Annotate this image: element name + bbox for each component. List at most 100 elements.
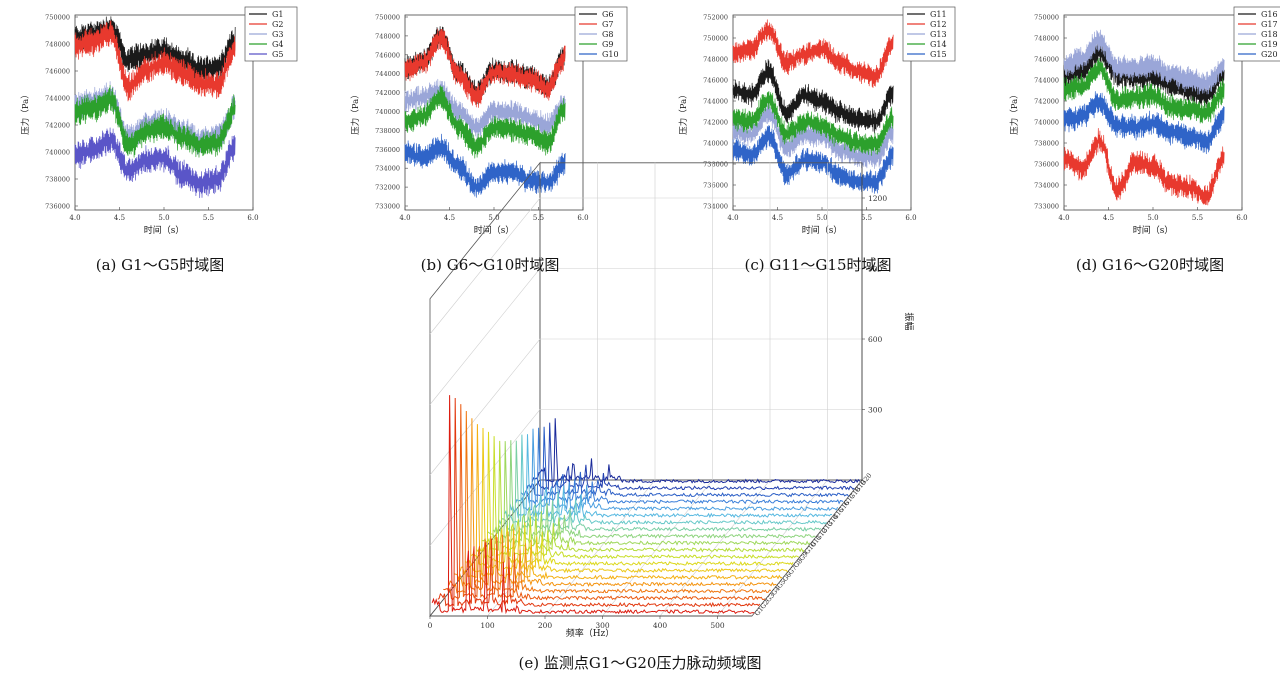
y-tick-label: 740000 <box>375 108 400 116</box>
legend-label-G2: G2 <box>272 20 283 29</box>
spectrum-G7 <box>465 427 788 574</box>
x-tick-label: 500 <box>710 621 725 630</box>
series-line-G18 <box>1063 29 1225 95</box>
series-line-G15 <box>732 125 894 194</box>
spectrum-G16 <box>515 428 839 512</box>
legend-label-G1: G1 <box>272 10 283 19</box>
y-tick-label: 748000 <box>1034 35 1059 43</box>
x-tick-label: 4.0 <box>69 214 80 222</box>
spectrum-G9 <box>476 436 799 560</box>
spectrum-G17 <box>520 427 844 505</box>
series-line-G1 <box>74 16 236 85</box>
x-axis-label: 时间（s） <box>802 224 843 236</box>
y-tick-label: 744000 <box>1034 77 1059 85</box>
x-tick-label: 200 <box>538 621 553 630</box>
legend-label-G12: G12 <box>930 20 947 29</box>
series-line-G11 <box>732 59 894 134</box>
legend-label-G6: G6 <box>602 10 613 19</box>
y-tick-label: 744000 <box>703 98 728 106</box>
grid-line <box>429 268 862 405</box>
spectrum-G18 <box>526 426 850 498</box>
x-tick-label: 6.0 <box>905 214 916 222</box>
y-tick-label: 740000 <box>45 149 70 157</box>
z-tick-label: 900 <box>868 265 883 274</box>
caption-a: (a) G1～G5时域图 <box>95 256 225 274</box>
caption-b: (b) G6～G10时域图 <box>420 256 560 274</box>
y-axis-label: 压力（Pa） <box>350 90 361 134</box>
y-tick-label: 742000 <box>703 119 728 127</box>
spectrum-G19 <box>531 422 855 491</box>
legend-label-G11: G11 <box>930 10 947 19</box>
y-tick-label: 733000 <box>375 203 400 211</box>
series-line-G5 <box>74 127 236 199</box>
x-tick-label: 6.0 <box>577 214 588 222</box>
y-axis-label: 压力（Pa） <box>678 90 689 134</box>
time-domain-panel-b: 750000 748000 746000 744000 742000 740000 7380… <box>350 6 628 236</box>
series-line-G14 <box>732 91 894 156</box>
caption-d: (d) G16～G20时域图 <box>1075 256 1225 274</box>
y-tick-label: 738000 <box>45 176 70 184</box>
legend-label-G15: G15 <box>930 50 947 59</box>
x-axis-label: 时间（s） <box>1133 224 1174 236</box>
time-domain-panel-c: 752000 750000 748000 746000 744000 742000 7400… <box>678 6 956 236</box>
y-tick-label: 748000 <box>703 56 728 64</box>
y-tick-label: 736000 <box>45 203 70 211</box>
x-tick-label: 4.0 <box>1058 214 1069 222</box>
series-line-G2 <box>74 20 236 102</box>
legend-label-G18: G18 <box>1261 30 1278 39</box>
legend-label-G8: G8 <box>602 30 613 39</box>
spectrum-G11 <box>487 441 811 547</box>
spectrum-G2 <box>437 397 761 608</box>
x-tick-label: 5.0 <box>816 214 827 222</box>
x-axis-label: 时间（s） <box>474 224 515 236</box>
y-tick-label: 750000 <box>703 35 728 43</box>
spectrum-G4 <box>448 410 771 594</box>
z-tick-label: 300 <box>868 406 883 415</box>
legend-label-G5: G5 <box>272 50 283 59</box>
x-tick-label: 400 <box>653 621 668 630</box>
y-tick-label: 738000 <box>1034 140 1059 148</box>
grid-line <box>544 162 656 617</box>
spectrum-G12 <box>492 440 816 539</box>
x-tick-label: 5.0 <box>488 214 499 222</box>
x-tick-label: 5.5 <box>861 214 872 222</box>
legend-label-G3: G3 <box>272 30 283 39</box>
grid-line <box>659 162 771 617</box>
y-tick-label: 736000 <box>703 182 728 190</box>
x-tick-label: 6.0 <box>1236 214 1247 222</box>
legend-label-G7: G7 <box>602 20 613 29</box>
caption-e: (e) 监测点G1～G20压力脉动频域图 <box>518 654 762 672</box>
series-line-G9 <box>404 84 566 159</box>
x-tick-label: 5.0 <box>1147 214 1158 222</box>
y-tick-label: 746000 <box>45 68 70 76</box>
caption-c: (c) G11～G15时域图 <box>744 256 892 274</box>
y-axis-label: 压力（Pa） <box>20 90 31 134</box>
series-line-G12 <box>732 19 894 89</box>
x-tick-label: 4.5 <box>772 214 783 222</box>
z-tick-label: 600 <box>868 335 883 344</box>
series-line-G20 <box>1063 91 1225 155</box>
y-tick-label: 732000 <box>375 184 400 192</box>
legend-label-G14: G14 <box>930 40 947 49</box>
y-tick-label: 733000 <box>1034 203 1059 211</box>
y-tick-label: 748000 <box>45 41 70 49</box>
y-tick-label: 750000 <box>45 14 70 22</box>
series-line-G4 <box>74 84 236 158</box>
legend-label-G17: G17 <box>1261 20 1278 29</box>
series-line-G3 <box>74 81 236 156</box>
legend-label-G13: G13 <box>930 30 947 39</box>
x-tick-label: 4.0 <box>399 214 410 222</box>
x-axis-label: 时间（s） <box>144 224 185 236</box>
y-axis-label: 压力（Pa） <box>1009 90 1020 134</box>
x-tick-label: 5.5 <box>203 214 214 222</box>
y-tick-label: 738000 <box>375 127 400 135</box>
legend-label-G19: G19 <box>1261 40 1278 49</box>
y-tick-label: 746000 <box>1034 56 1059 64</box>
series-line-G8 <box>404 78 566 141</box>
y-tick-label: 750000 <box>1034 14 1059 22</box>
y-tick-label: 734000 <box>703 203 728 211</box>
